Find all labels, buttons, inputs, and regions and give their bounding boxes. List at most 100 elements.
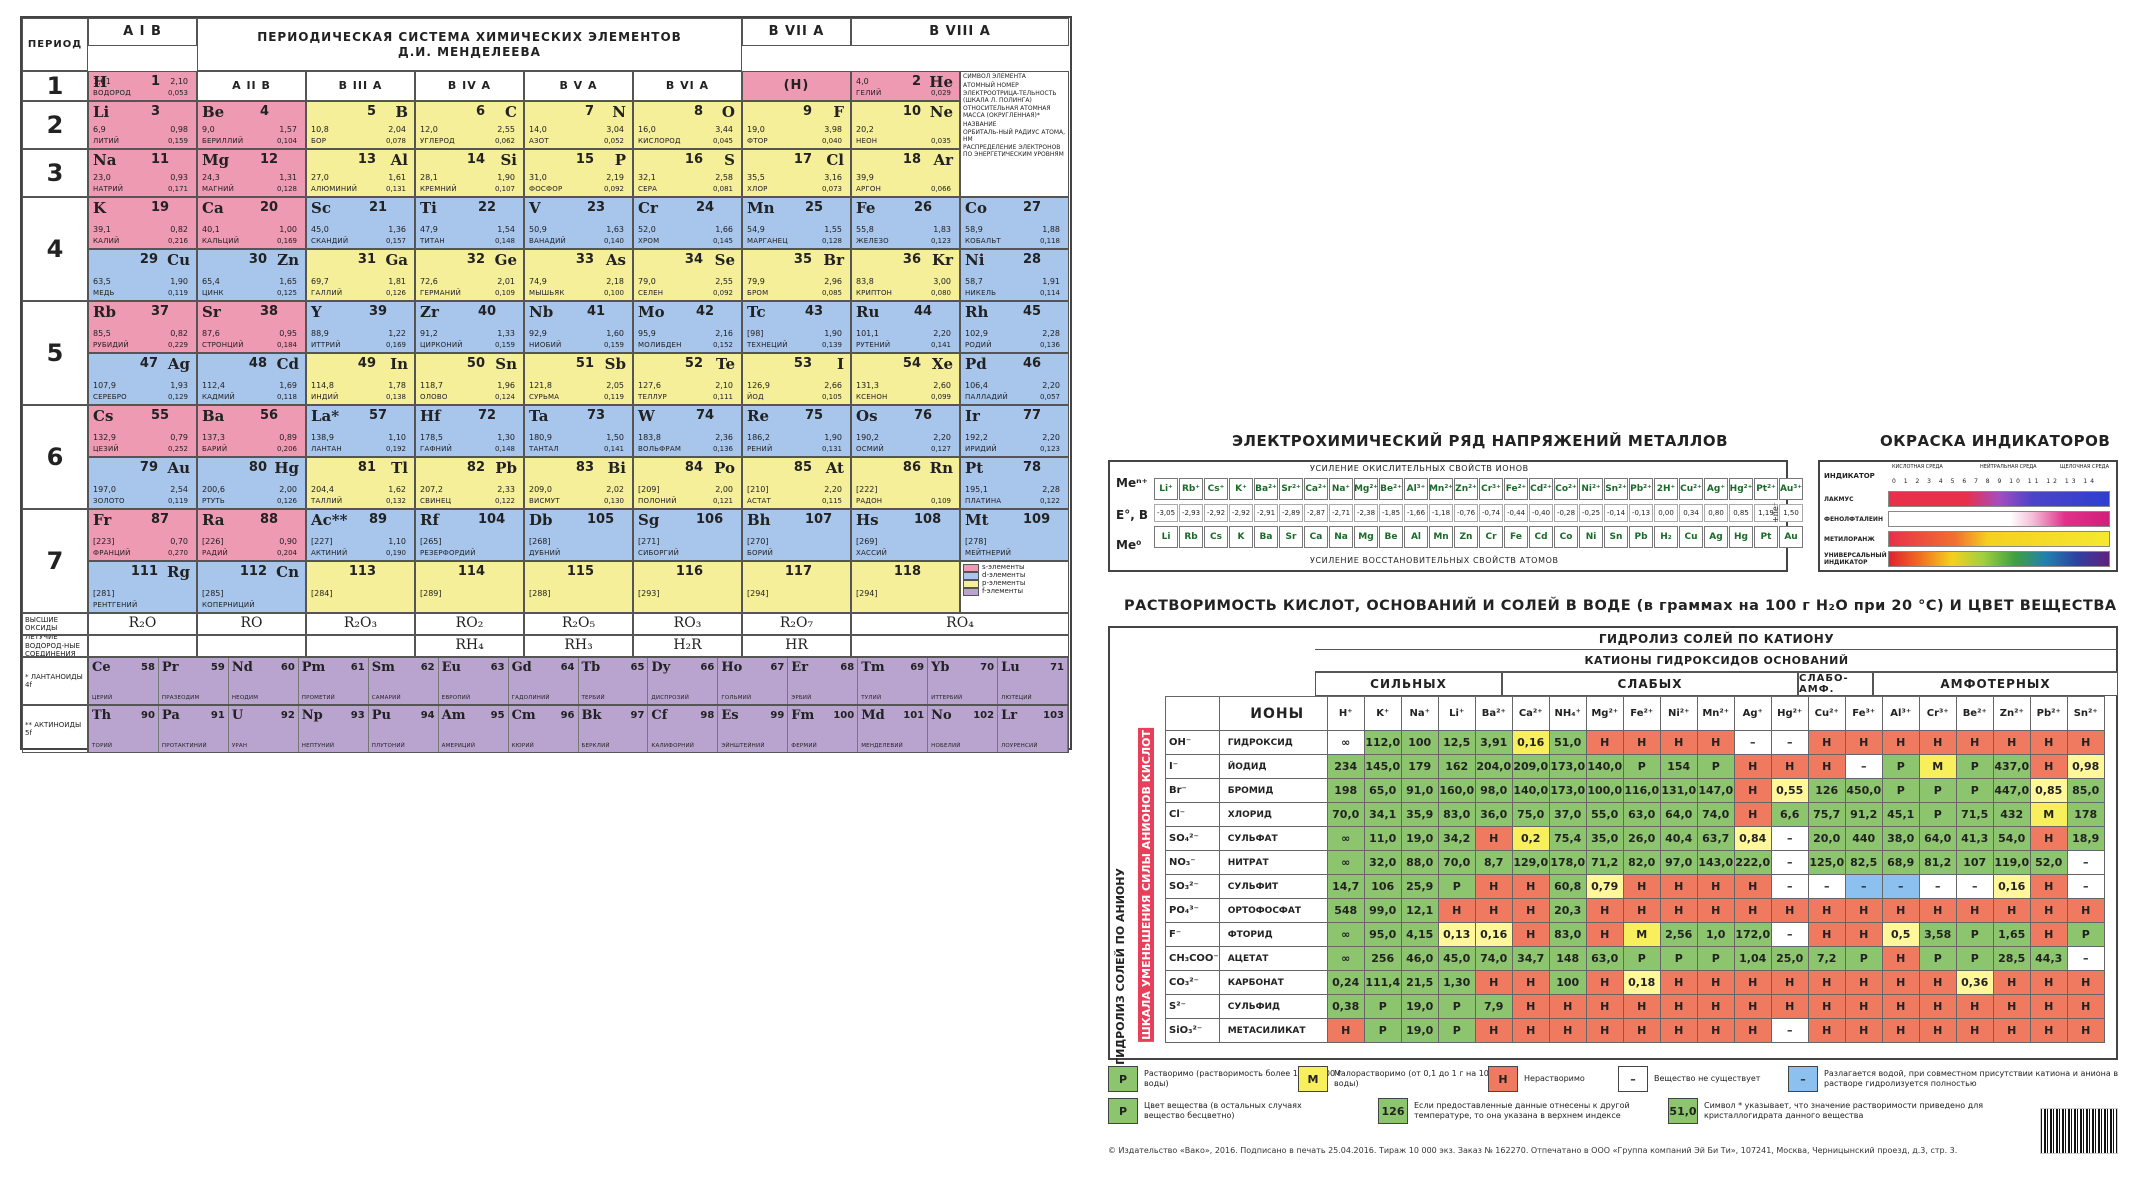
legend-label: f-элементы (982, 587, 1023, 596)
atomic-mass: 112,4 (202, 381, 225, 391)
element-symbol: Ce (92, 660, 111, 675)
element-name: ИТТРИЙ (311, 341, 341, 350)
atomic-mass: [285] (202, 589, 224, 599)
element-symbol: La* (311, 407, 340, 425)
solubility-cell: ∞ (1326, 730, 1365, 755)
metal-cell: Li (1154, 526, 1178, 548)
element-name: НЕОН (856, 137, 878, 146)
orbital-radius: 0,045 (712, 137, 733, 146)
period-1: 1 (22, 71, 88, 101)
element-symbol: Rb (93, 303, 116, 321)
anion-name: АЦЕТАТ (1218, 946, 1328, 971)
element-symbol: Na (93, 151, 117, 169)
element-Ru: Ru 44 101,1 РУТЕНИЙ 2,20 0,141 (851, 301, 960, 353)
anion-formula: SO₄²⁻ (1165, 826, 1220, 851)
solubility-cell: Н (1955, 898, 1994, 923)
element-key: СИМВОЛ ЭЛЕМЕНТА АТОМНЫЙ НОМЕР ЭЛЕКТРООТРИЦ… (960, 71, 1069, 197)
atomic-number: 35 (793, 252, 812, 267)
solubility-table-panel: ГИДРОЛИЗ СОЛЕЙ ПО КАТИОНУ КАТИОНЫ ГИДРОК… (1108, 626, 2118, 1065)
solubility-cell: Н (1844, 730, 1883, 755)
orbital-radius: 0,159 (494, 341, 515, 350)
oxide-1: RO (197, 613, 306, 635)
electronegativity: 2,58 (715, 173, 733, 183)
oxide-3: RO₂ (415, 613, 524, 635)
electronegativity: 1,22 (388, 329, 406, 339)
solubility-cell: 0,36 (1955, 970, 1994, 995)
solubility-cell: 75,0 (1511, 802, 1550, 827)
orbital-radius: 0,115 (821, 497, 842, 506)
element-Er: Er 68 ЭРБИЙ (788, 658, 859, 704)
element-name: ЖЕЛЕЗО (856, 237, 889, 246)
electronegativity: 2,02 (606, 485, 624, 495)
element-name: СТРОНЦИЙ (202, 341, 244, 350)
universal-bar (1888, 551, 2110, 567)
electronegativity: 1,65 (279, 277, 297, 287)
atomic-number: 27 (1023, 200, 1042, 215)
electronegativity: 2,05 (606, 381, 624, 391)
atomic-mass: 65,4 (202, 277, 220, 287)
solubility-cell: Н (1659, 970, 1698, 995)
element-name: ГАФНИЙ (420, 445, 453, 454)
element-As: As 33 74,9 МЫШЬЯК 2,18 0,100 (524, 249, 633, 301)
element-symbol: In (390, 355, 408, 373)
atomic-number: 79 (139, 460, 158, 475)
electronegativity: 2,66 (824, 381, 842, 391)
solubility-cell: 55,0 (1585, 802, 1624, 827)
atomic-number: 72 (478, 408, 497, 423)
solubility-cell: Р (1918, 778, 1957, 803)
atomic-mass: [288] (529, 589, 551, 599)
legend-item: Р Цвет вещества (в остальных случаях веще… (1108, 1098, 1344, 1124)
solubility-cell: – (1770, 922, 1809, 947)
element-name: ПРОТАКТИНИЙ (161, 742, 207, 749)
solubility-cell: 143,0 (1696, 850, 1735, 875)
electrochem-title: ЭЛЕКТРОХИМИЧЕСКИЙ РЯД НАПРЯЖЕНИЙ МЕТАЛЛО… (1232, 432, 1729, 450)
element-symbol: Rf (420, 511, 439, 529)
orbital-radius: 0,123 (930, 237, 951, 246)
atomic-number: 66 (700, 662, 715, 673)
atomic-mass: 118,7 (420, 381, 443, 391)
atomic-number: 30 (248, 252, 267, 267)
element-name: ПРОМЕТИЙ (301, 694, 335, 701)
atomic-number: 70 (980, 662, 995, 673)
element-name: РТУТЬ (202, 497, 225, 506)
atomic-number: 73 (587, 408, 606, 423)
orbital-radius: 0,052 (603, 137, 624, 146)
solubility-cell: Н (1585, 922, 1624, 947)
atomic-mass: 32,1 (638, 173, 656, 183)
solubility-cell: Р (1696, 946, 1735, 971)
element-symbol: Ar (933, 151, 953, 169)
legend-text: Цвет вещества (в остальных случаях вещес… (1144, 1101, 1302, 1120)
element-symbol: Mg (202, 151, 230, 169)
element-Ce: Ce 58 ЦЕРИЙ (89, 658, 159, 704)
element-symbol: Ne (929, 103, 953, 121)
solubility-cell: 74,0 (1696, 802, 1735, 827)
legend-text: Символ * указывает, что значение раствор… (1704, 1101, 1984, 1120)
solubility-cell: – (2066, 874, 2105, 899)
element-name: ЕВРОПИЙ (441, 694, 471, 701)
element-name: ТИТАН (420, 237, 445, 246)
atomic-number: 55 (151, 408, 170, 423)
element-name: КИСЛОРОД (638, 137, 681, 146)
solubility-cell: Н (1881, 970, 1920, 995)
solubility-cell: Р (1955, 922, 1994, 947)
element-symbol: Am (441, 708, 466, 723)
cation-header: Cr³⁺ (1918, 696, 1957, 731)
solubility-cell: 35,0 (1585, 826, 1624, 851)
solubility-cell: Н (1807, 754, 1846, 779)
element-Cs: Cs 55 132,9 ЦЕЗИЙ 0,79 0,252 (88, 405, 197, 457)
solubility-cell: Р (1437, 1018, 1476, 1043)
element-name: РОДИЙ (965, 341, 992, 350)
atomic-number: 29 (139, 252, 158, 267)
atomic-mass: 6,9 (93, 125, 106, 135)
solubility-cell: Н (2066, 970, 2105, 995)
solubility-cell: 119,0 (1992, 850, 2031, 875)
electronegativity: 1,50 (606, 433, 624, 443)
solubility-cell: 0,24 (1326, 970, 1365, 995)
element-Ac*: Ac** 89 [227] АКТИНИЙ 1,10 0,190 (306, 509, 415, 561)
element-Yb: Yb 70 ИТТЕРБИЙ (928, 658, 999, 704)
element-Al: Al 13 27,0 АЛЮМИНИЙ 1,61 0,131 (306, 149, 415, 197)
orbital-radius: 0,104 (276, 137, 297, 146)
atomic-number: 41 (587, 304, 606, 319)
solubility-cell: 75,4 (1548, 826, 1587, 851)
ecs-electron-label: +ne⁻ (1771, 502, 1780, 523)
